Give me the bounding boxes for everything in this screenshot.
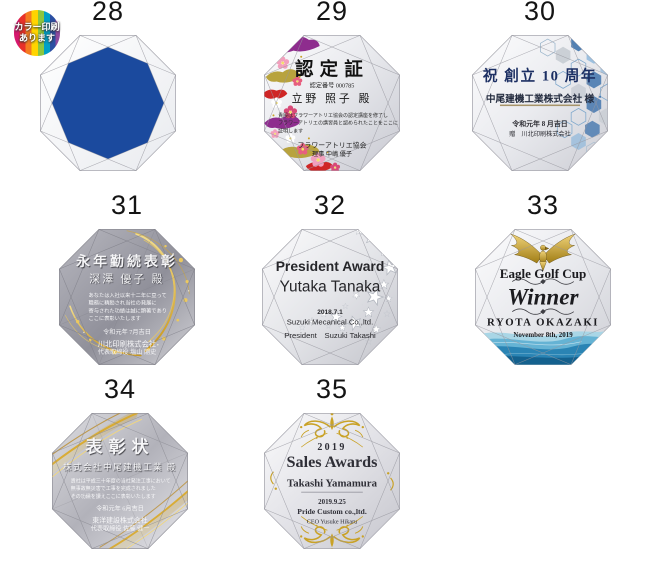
- plaque-32-graphic: [262, 229, 398, 365]
- plaque-30[interactable]: 祝 創立 10 周年 中尾建機工業株式会社 様 令和元年 8 月吉日 贈 川北印…: [463, 26, 617, 180]
- sakura-cloud-ornament: [264, 36, 341, 171]
- plaque-31[interactable]: 永年勤続表彰 深澤 優子 殿 あなたは入社以来十二年に亘って 職務に精励され当社…: [50, 220, 204, 374]
- facet-lines: [472, 35, 608, 171]
- eagle-icon: [510, 233, 576, 272]
- color-print-badge: カラー印刷 あります: [14, 10, 60, 56]
- facet-lines: [40, 35, 176, 171]
- plaque-cell-34: 34: [20, 374, 220, 558]
- plaque-number: 29: [315, 0, 349, 26]
- plaque-number: 31: [110, 190, 144, 220]
- plaque-32[interactable]: President Award Yutaka Tanaka 2018.7.1 S…: [253, 220, 407, 374]
- facet-lines: [264, 413, 400, 549]
- plaque-28-graphic: [40, 35, 176, 171]
- facet-lines: [59, 229, 195, 365]
- facet-lines: [262, 229, 398, 365]
- plaque-cell-28: 28: [8, 0, 208, 180]
- plaque-cell-30: 30: [440, 0, 640, 180]
- plaque-30-graphic: [472, 35, 608, 171]
- plaque-cell-31: 31: [27, 190, 227, 374]
- plaque-28[interactable]: [31, 26, 185, 180]
- plaque-34[interactable]: 表彰状 株式会社中尾建機工業 殿 貴社は平成三十年度の当社発注工事において 無事…: [43, 404, 197, 558]
- plaque-number: 32: [313, 190, 347, 220]
- plaque-number: 28: [91, 0, 125, 26]
- plaque-35[interactable]: 2019 Sales Awards Takashi Yamamura 2019.…: [255, 404, 409, 558]
- plaque-cell-29: 29: [232, 0, 432, 180]
- plaque-29-graphic: [264, 35, 400, 171]
- badge-line-1: カラー印刷: [14, 22, 60, 32]
- plaque-number: 34: [103, 374, 137, 404]
- plaque-31-graphic: [59, 229, 195, 365]
- plaque-cell-33: 33: [443, 190, 643, 374]
- plaque-29[interactable]: 認定証 認定番号 000785 立野 照子 殿 貴殿はフラワーアトリエ協会の認定…: [255, 26, 409, 180]
- star-swirl-ornament: [299, 229, 398, 345]
- plaque-33-graphic: [475, 229, 611, 365]
- plaque-number: 33: [526, 190, 560, 220]
- plaque-cell-35: 35: [232, 374, 432, 558]
- plaque-number: 30: [523, 0, 557, 26]
- facet-lines: [52, 413, 188, 549]
- badge-line-2: あります: [18, 33, 55, 43]
- plaque-34-graphic: [52, 413, 188, 549]
- plaque-number: 35: [315, 374, 349, 404]
- facet-lines: [264, 35, 400, 171]
- facet-lines: [475, 229, 611, 365]
- plaque-33[interactable]: Eagle Golf Cup Winner RYOTA OKAZAKI Nove…: [466, 220, 620, 374]
- plaque-35-graphic: [264, 413, 400, 549]
- plaque-cell-32: 32: [230, 190, 430, 374]
- blue-inner-octagon: [52, 47, 164, 159]
